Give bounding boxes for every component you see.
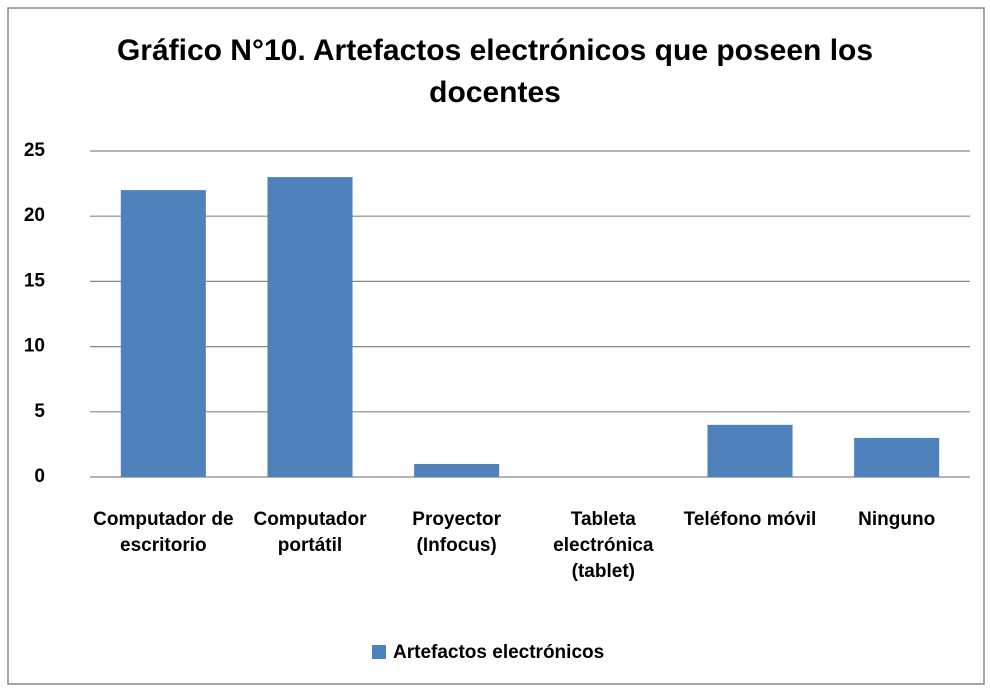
bar (854, 437, 940, 477)
y-tick-label: 20 (24, 205, 45, 226)
bar (707, 424, 793, 477)
bar (120, 190, 206, 477)
y-tick-label: 25 (24, 140, 46, 161)
x-tick-label: Tableta electrónica (tablet) (553, 509, 654, 582)
bar (414, 463, 500, 477)
legend-label: Artefactos electrónicos (393, 642, 604, 663)
y-tick-label: 15 (24, 270, 46, 291)
y-tick-label: 0 (34, 466, 45, 487)
y-tick-label: 10 (24, 336, 45, 357)
x-tick-label: Computador portátil (253, 509, 367, 556)
x-tick-label: Ninguno (858, 509, 936, 530)
bar (267, 177, 353, 477)
chart-border (7, 7, 985, 685)
x-tick-label: Computador de escritorio (93, 509, 234, 556)
chart-title: Gráfico N°10. Artefactos electrónicos qu… (116, 34, 874, 109)
legend-swatch (372, 645, 386, 659)
y-tick-label: 5 (34, 401, 45, 422)
x-tick-label: Teléfono móvil (683, 509, 817, 530)
x-tick-label: Proyector (Infocus) (412, 509, 501, 556)
